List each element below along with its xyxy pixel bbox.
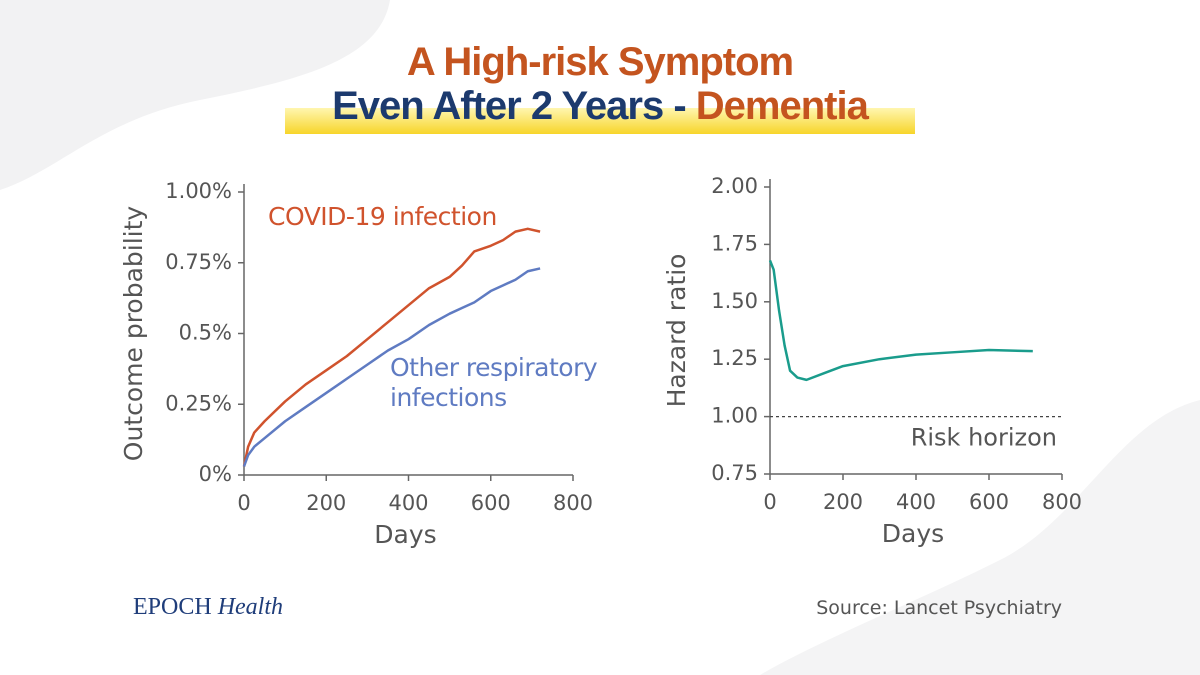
- x-tick-label: 400: [388, 491, 428, 515]
- x-tick-label: 400: [896, 490, 936, 514]
- background-blob: [0, 0, 390, 190]
- x-tick-label: 0: [237, 491, 250, 515]
- x-tick-label: 800: [1042, 490, 1082, 514]
- y-tick-label: 0.25%: [165, 391, 232, 415]
- title-part: Even After 2 Years -: [332, 84, 687, 128]
- x-tick-label: 800: [553, 491, 593, 515]
- reference-label: Risk horizon: [911, 424, 1057, 452]
- y-tick-label: 1.25: [711, 346, 758, 370]
- x-tick-label: 200: [823, 490, 863, 514]
- series-label: COVID-19 infection: [268, 202, 497, 231]
- x-tick-label: 600: [969, 490, 1009, 514]
- y-tick-label: 2.00: [711, 174, 758, 198]
- title-line: Even After 2 Years - Dementia: [0, 84, 1200, 129]
- y-tick-label: 0.75: [711, 461, 758, 485]
- title-part: Dementia: [695, 84, 869, 128]
- source: Source: Lancet Psychiatry: [816, 597, 1062, 619]
- y-tick-label: 0.75%: [165, 250, 232, 274]
- x-tick-label: 600: [471, 491, 511, 515]
- y-tick-label: 1.00: [711, 404, 758, 428]
- title-highlight: [285, 108, 915, 134]
- line: [242, 267, 541, 467]
- y-axis-label: Outcome probability: [119, 206, 148, 462]
- y-tick-label: 0.5%: [179, 321, 232, 345]
- x-axis-label: Days: [374, 520, 436, 549]
- y-tick-label: 1.00%: [165, 179, 232, 203]
- x-axis-label: Days: [882, 519, 944, 548]
- y-axis-label: Hazard ratio: [662, 254, 691, 408]
- line: [242, 227, 541, 467]
- y-tick-label: 0%: [199, 462, 232, 486]
- series-label: Other respiratory infections: [390, 353, 598, 412]
- brand-sub: Health: [217, 594, 284, 620]
- x-tick-label: 200: [306, 491, 346, 515]
- y-tick-label: 1.75: [711, 231, 758, 255]
- background-blob: [760, 400, 1200, 675]
- title-line: A High-risk Symptom: [406, 40, 794, 84]
- x-tick-label: 0: [763, 490, 776, 514]
- brand: EPOCH Health: [133, 594, 283, 621]
- line: [768, 260, 1033, 382]
- brand-name: EPOCH: [133, 594, 212, 620]
- y-tick-label: 1.50: [711, 289, 758, 313]
